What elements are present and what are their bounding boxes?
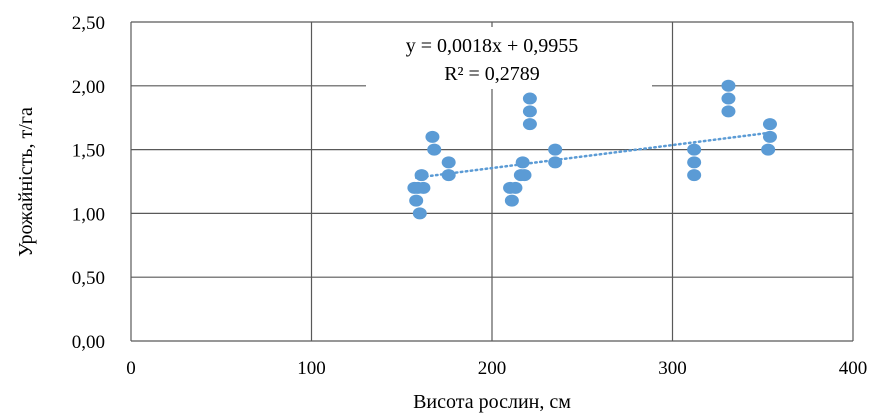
y-axis-title: Урожайність, т/га — [15, 107, 37, 257]
data-point — [508, 181, 523, 194]
trendline-r-squared: R² = 0,2789 — [444, 63, 540, 85]
data-point — [762, 130, 777, 143]
data-point — [522, 92, 537, 105]
data-point — [441, 156, 456, 169]
data-point — [410, 181, 425, 194]
y-tick-label: 1,50 — [72, 141, 105, 162]
data-point — [721, 92, 736, 105]
data-point — [687, 156, 702, 169]
data-point — [687, 143, 702, 156]
data-point — [412, 207, 427, 220]
y-tick-label: 0,50 — [72, 268, 105, 289]
y-tick-label: 2,50 — [72, 13, 105, 34]
y-tick-label: 0,00 — [72, 332, 105, 353]
data-point — [687, 169, 702, 182]
data-point — [409, 194, 424, 207]
x-tick-labels: 0 100 200 300 400 — [126, 358, 867, 379]
x-tick-label: 400 — [839, 358, 868, 379]
data-point — [414, 169, 429, 182]
data-point — [721, 79, 736, 92]
data-point — [441, 169, 456, 182]
y-tick-label: 1,00 — [72, 204, 105, 225]
data-point — [761, 143, 776, 156]
data-point — [548, 156, 563, 169]
trendline-equation: y = 0,0018x + 0,9955 — [406, 35, 579, 57]
data-point — [548, 143, 563, 156]
y-tick-label: 2,00 — [72, 77, 105, 98]
data-point — [762, 118, 777, 131]
x-tick-label: 0 — [126, 358, 136, 379]
x-axis-title: Висота рослин, см — [413, 391, 571, 413]
data-point — [425, 130, 440, 143]
y-tick-labels: 0,00 0,50 1,00 1,50 2,00 2,50 — [72, 13, 105, 353]
x-tick-label: 300 — [658, 358, 687, 379]
data-point — [517, 169, 532, 182]
data-points — [407, 79, 777, 220]
equation-background — [366, 27, 652, 89]
data-point — [515, 156, 530, 169]
trendline-layer — [414, 131, 774, 179]
data-point — [522, 105, 537, 118]
data-point — [721, 105, 736, 118]
x-tick-label: 200 — [478, 358, 507, 379]
trendline — [414, 131, 774, 179]
equation-box: y = 0,0018x + 0,9955 R² = 0,2789 — [366, 27, 652, 89]
data-point — [522, 118, 537, 131]
x-tick-label: 100 — [297, 358, 326, 379]
data-point — [504, 194, 519, 207]
data-point — [427, 143, 442, 156]
